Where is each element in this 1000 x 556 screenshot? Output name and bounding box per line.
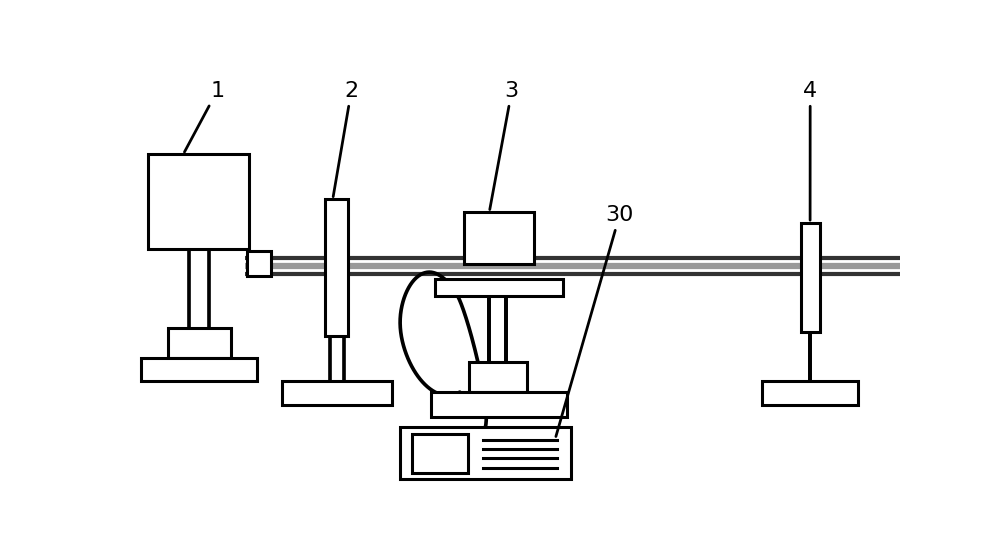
Bar (464, 212, 534, 264)
Bar (140, 358, 257, 381)
Text: 30: 30 (556, 205, 634, 436)
Text: 3: 3 (490, 81, 519, 210)
Bar (469, 362, 527, 392)
Bar (801, 223, 820, 332)
Text: 2: 2 (333, 81, 358, 197)
Bar (412, 434, 468, 473)
Text: 4: 4 (803, 81, 817, 220)
Bar (325, 200, 348, 336)
Bar (762, 381, 858, 405)
Bar (168, 328, 231, 358)
Bar (435, 280, 563, 296)
Bar (148, 155, 249, 249)
Bar (400, 427, 571, 479)
Bar (247, 251, 271, 276)
Bar (431, 392, 567, 417)
Bar (282, 381, 392, 405)
Text: 1: 1 (184, 81, 224, 152)
